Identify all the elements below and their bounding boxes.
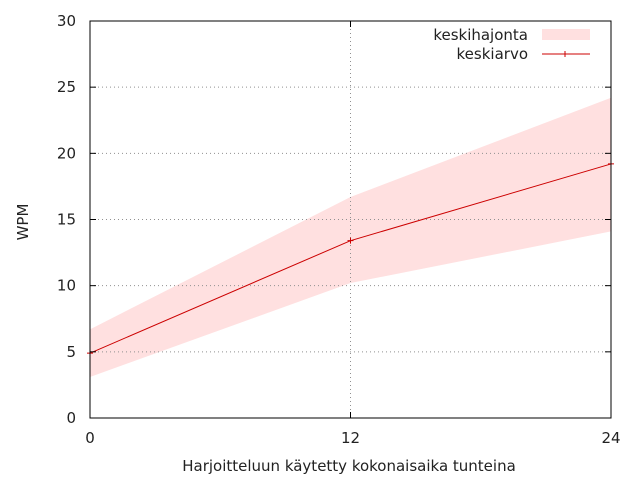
- legend-label-band: keskihajonta: [433, 26, 528, 44]
- x-tick-label: 24: [601, 429, 620, 447]
- mean-point: [347, 237, 354, 244]
- legend-marker-mean: [562, 51, 568, 57]
- y-axis-label: WPM: [14, 204, 32, 241]
- x-tick-label: 12: [341, 429, 360, 447]
- y-tick-label: 15: [57, 211, 76, 229]
- y-tick-label: 30: [57, 12, 76, 30]
- y-tick-label: 20: [57, 144, 76, 162]
- y-tick-label: 5: [66, 343, 76, 361]
- legend: keskihajonta keskiarvo: [433, 26, 590, 63]
- y-tick-label: 0: [66, 409, 76, 427]
- y-tick-label: 25: [57, 78, 76, 96]
- x-axis-label: Harjoitteluun käytetty kokonaisaika tunt…: [182, 457, 516, 475]
- tick-layer: 0 5 10 15 20 25 30 0 12 24: [57, 12, 621, 447]
- grid-layer: [90, 21, 611, 418]
- y-tick-label: 10: [57, 277, 76, 295]
- legend-swatch-band: [542, 29, 590, 40]
- x-tick-label: 0: [85, 429, 95, 447]
- legend-label-mean: keskiarvo: [457, 45, 528, 63]
